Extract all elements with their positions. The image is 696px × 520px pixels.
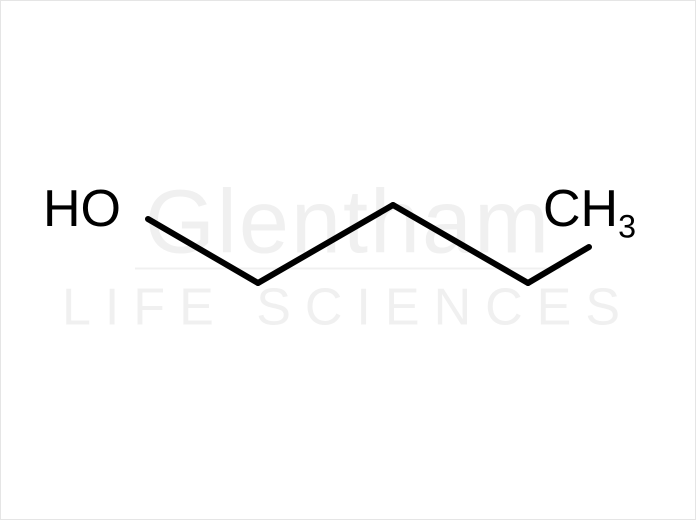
atom-label-ho: HO bbox=[43, 179, 121, 239]
bond-line bbox=[528, 247, 589, 283]
bond-line bbox=[258, 205, 393, 283]
molecule-bonds bbox=[1, 1, 696, 520]
bond-line bbox=[393, 205, 528, 283]
diagram-canvas: Glentham LIFE SCIENCES HO CH3 bbox=[0, 0, 696, 520]
bond-line bbox=[148, 219, 258, 283]
atom-label-ch3: CH3 bbox=[543, 179, 636, 239]
